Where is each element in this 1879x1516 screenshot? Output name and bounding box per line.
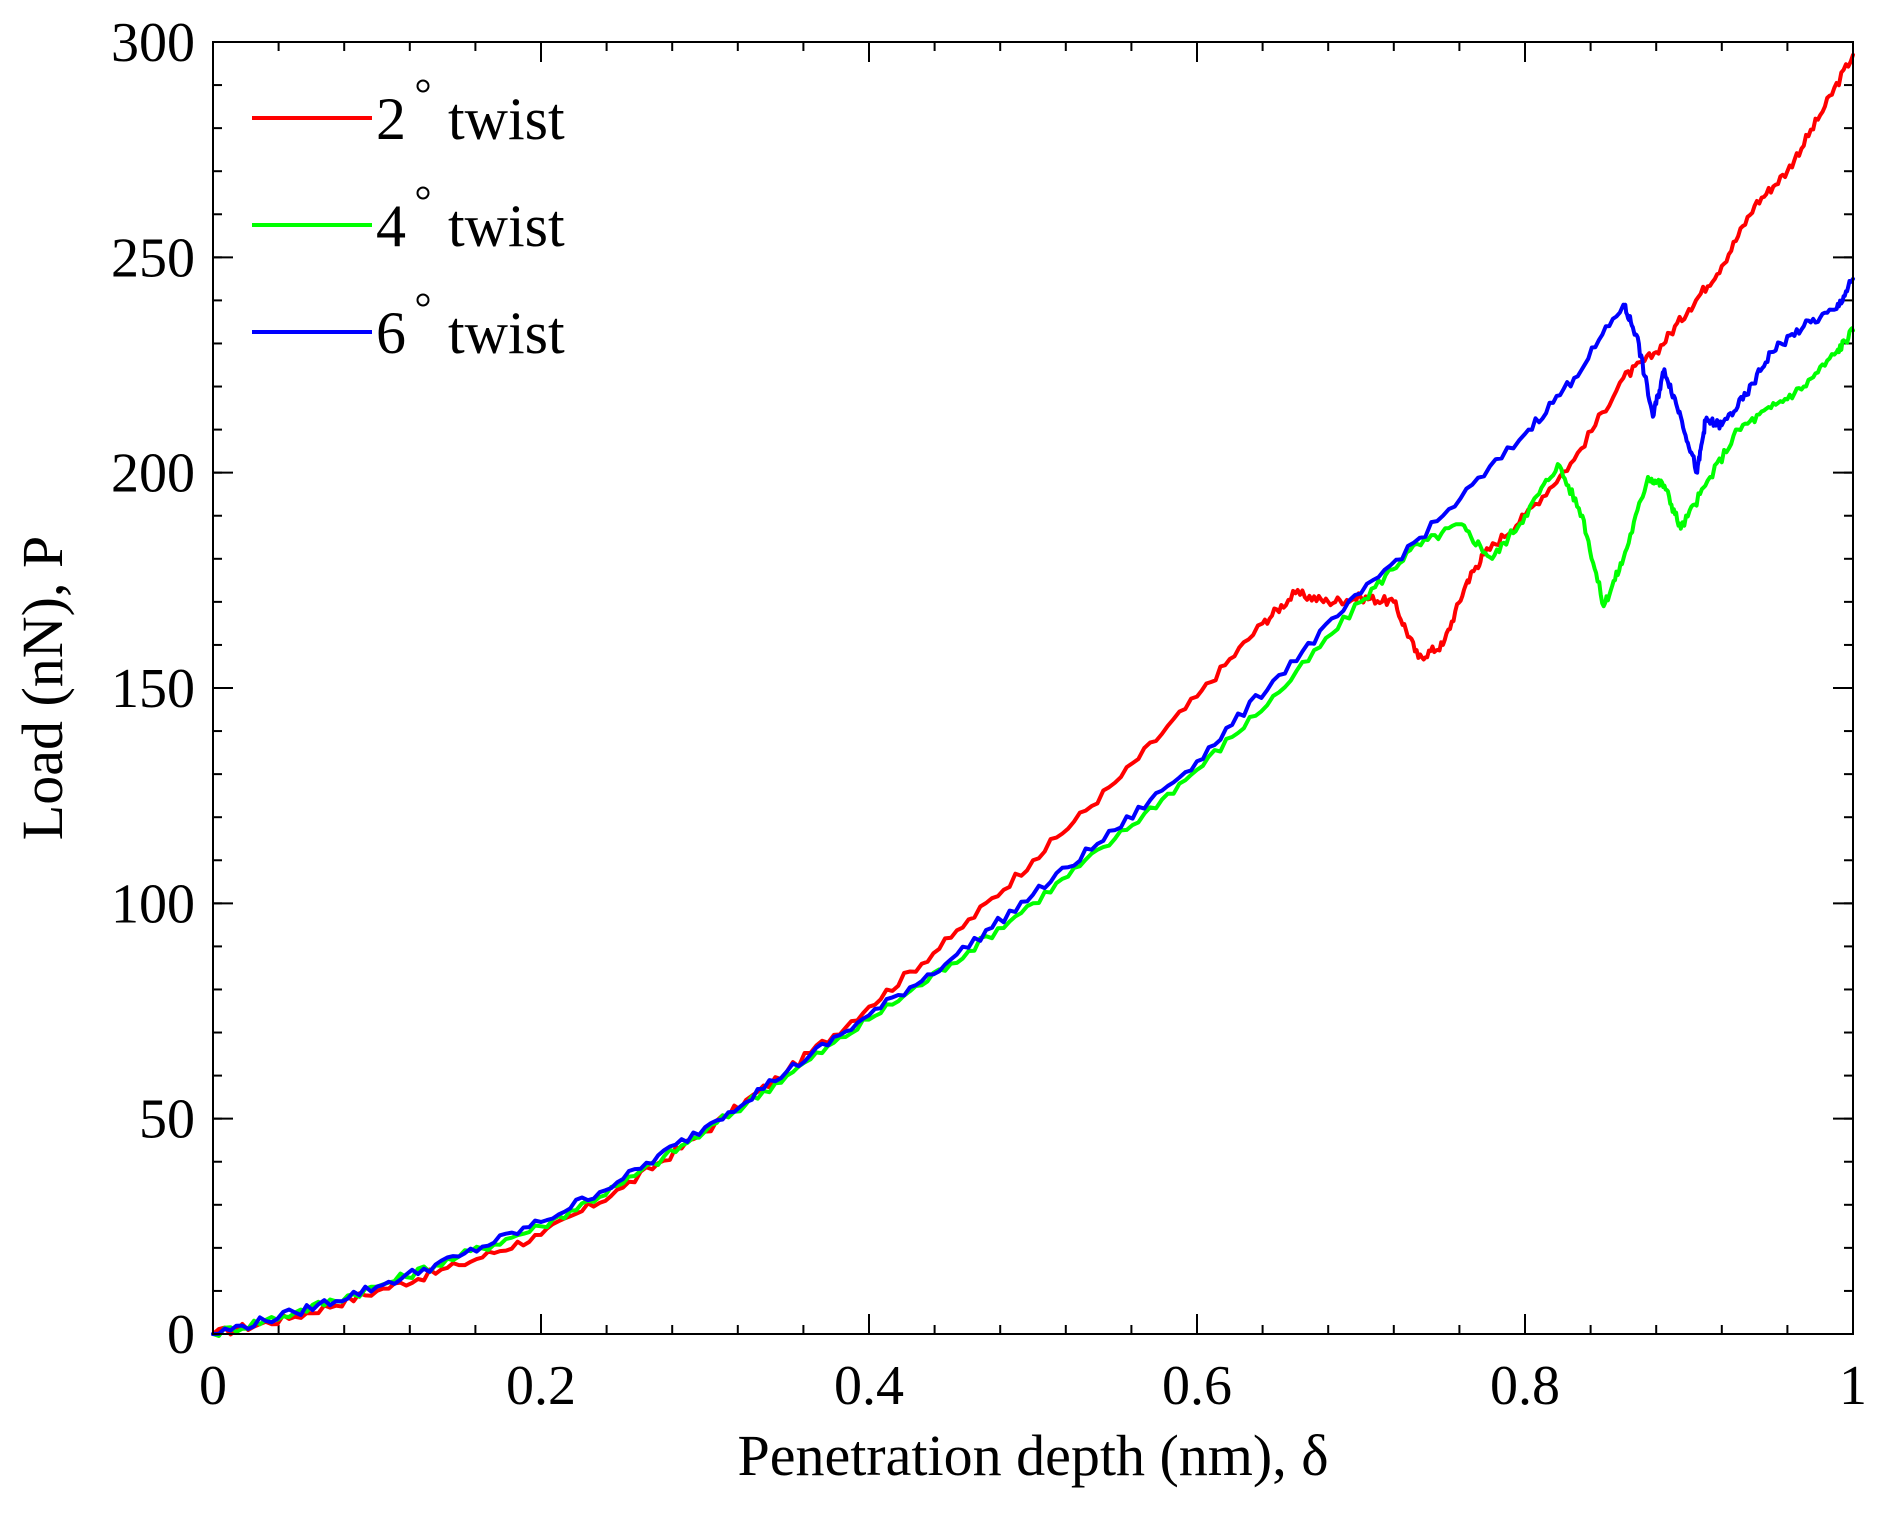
series-lines (211, 52, 1855, 1338)
series-line-6-twist (211, 276, 1855, 1336)
y-tick-label: 200 (111, 443, 195, 505)
plot-frame (212, 41, 1854, 1335)
legend-label-4: 4 (376, 193, 406, 259)
legend: 2 twist 4 twist 6 twist (252, 79, 565, 366)
x-tick-label: 0.4 (834, 1355, 904, 1417)
degree-symbol (416, 79, 430, 93)
x-tick-label: 0.6 (1162, 1355, 1232, 1417)
x-tick-label: 0.8 (1490, 1355, 1560, 1417)
y-tick-label: 100 (111, 873, 195, 935)
y-tick-label: 300 (111, 12, 195, 74)
x-tick-label: 0 (199, 1355, 227, 1417)
y-tick-label: 50 (139, 1089, 195, 1151)
legend-label-6: 6 (376, 300, 406, 366)
x-tick-label: 1 (1839, 1355, 1867, 1417)
y-tick-labels: 0 50 100 150 200 250 300 (111, 12, 195, 1366)
legend-label-suffix: twist (448, 193, 565, 259)
legend-label-2: 2 (376, 86, 406, 152)
y-tick-label: 0 (167, 1304, 195, 1366)
degree-symbol (416, 293, 430, 307)
series-line-4-twist (211, 326, 1855, 1338)
legend-label-suffix: twist (448, 86, 565, 152)
x-tick-labels: 0 0.2 0.4 0.6 0.8 1 (199, 1355, 1867, 1417)
degree-symbol (416, 186, 430, 200)
x-tick-label: 0.2 (506, 1355, 576, 1417)
y-tick-label: 150 (111, 658, 195, 720)
y-axis-title: Load (nN), P (10, 536, 75, 840)
y-tick-label: 250 (111, 227, 195, 289)
legend-label-suffix: twist (448, 300, 565, 366)
series-line-2-twist (211, 52, 1855, 1337)
x-axis-title: Penetration depth (nm), δ (737, 1423, 1328, 1488)
